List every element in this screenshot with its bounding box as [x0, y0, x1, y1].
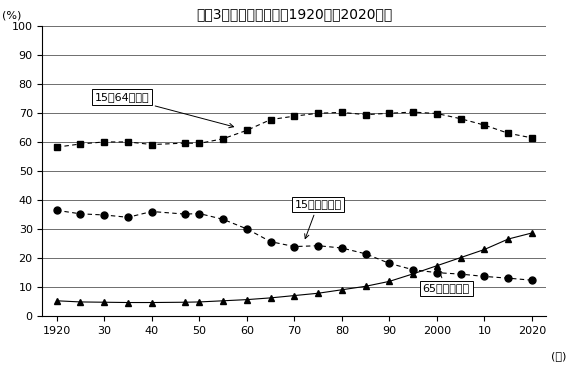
Text: 15歳未満人口: 15歳未満人口: [295, 199, 342, 239]
Text: (年): (年): [551, 351, 567, 361]
Text: (%): (%): [2, 11, 22, 21]
Text: 65歳以上人口: 65歳以上人口: [423, 269, 470, 294]
Title: 年齢3区分割合の推移（1920年〜2020年）: 年齢3区分割合の推移（1920年〜2020年）: [196, 7, 393, 21]
Text: 15～64歳人口: 15～64歳人口: [95, 92, 234, 128]
